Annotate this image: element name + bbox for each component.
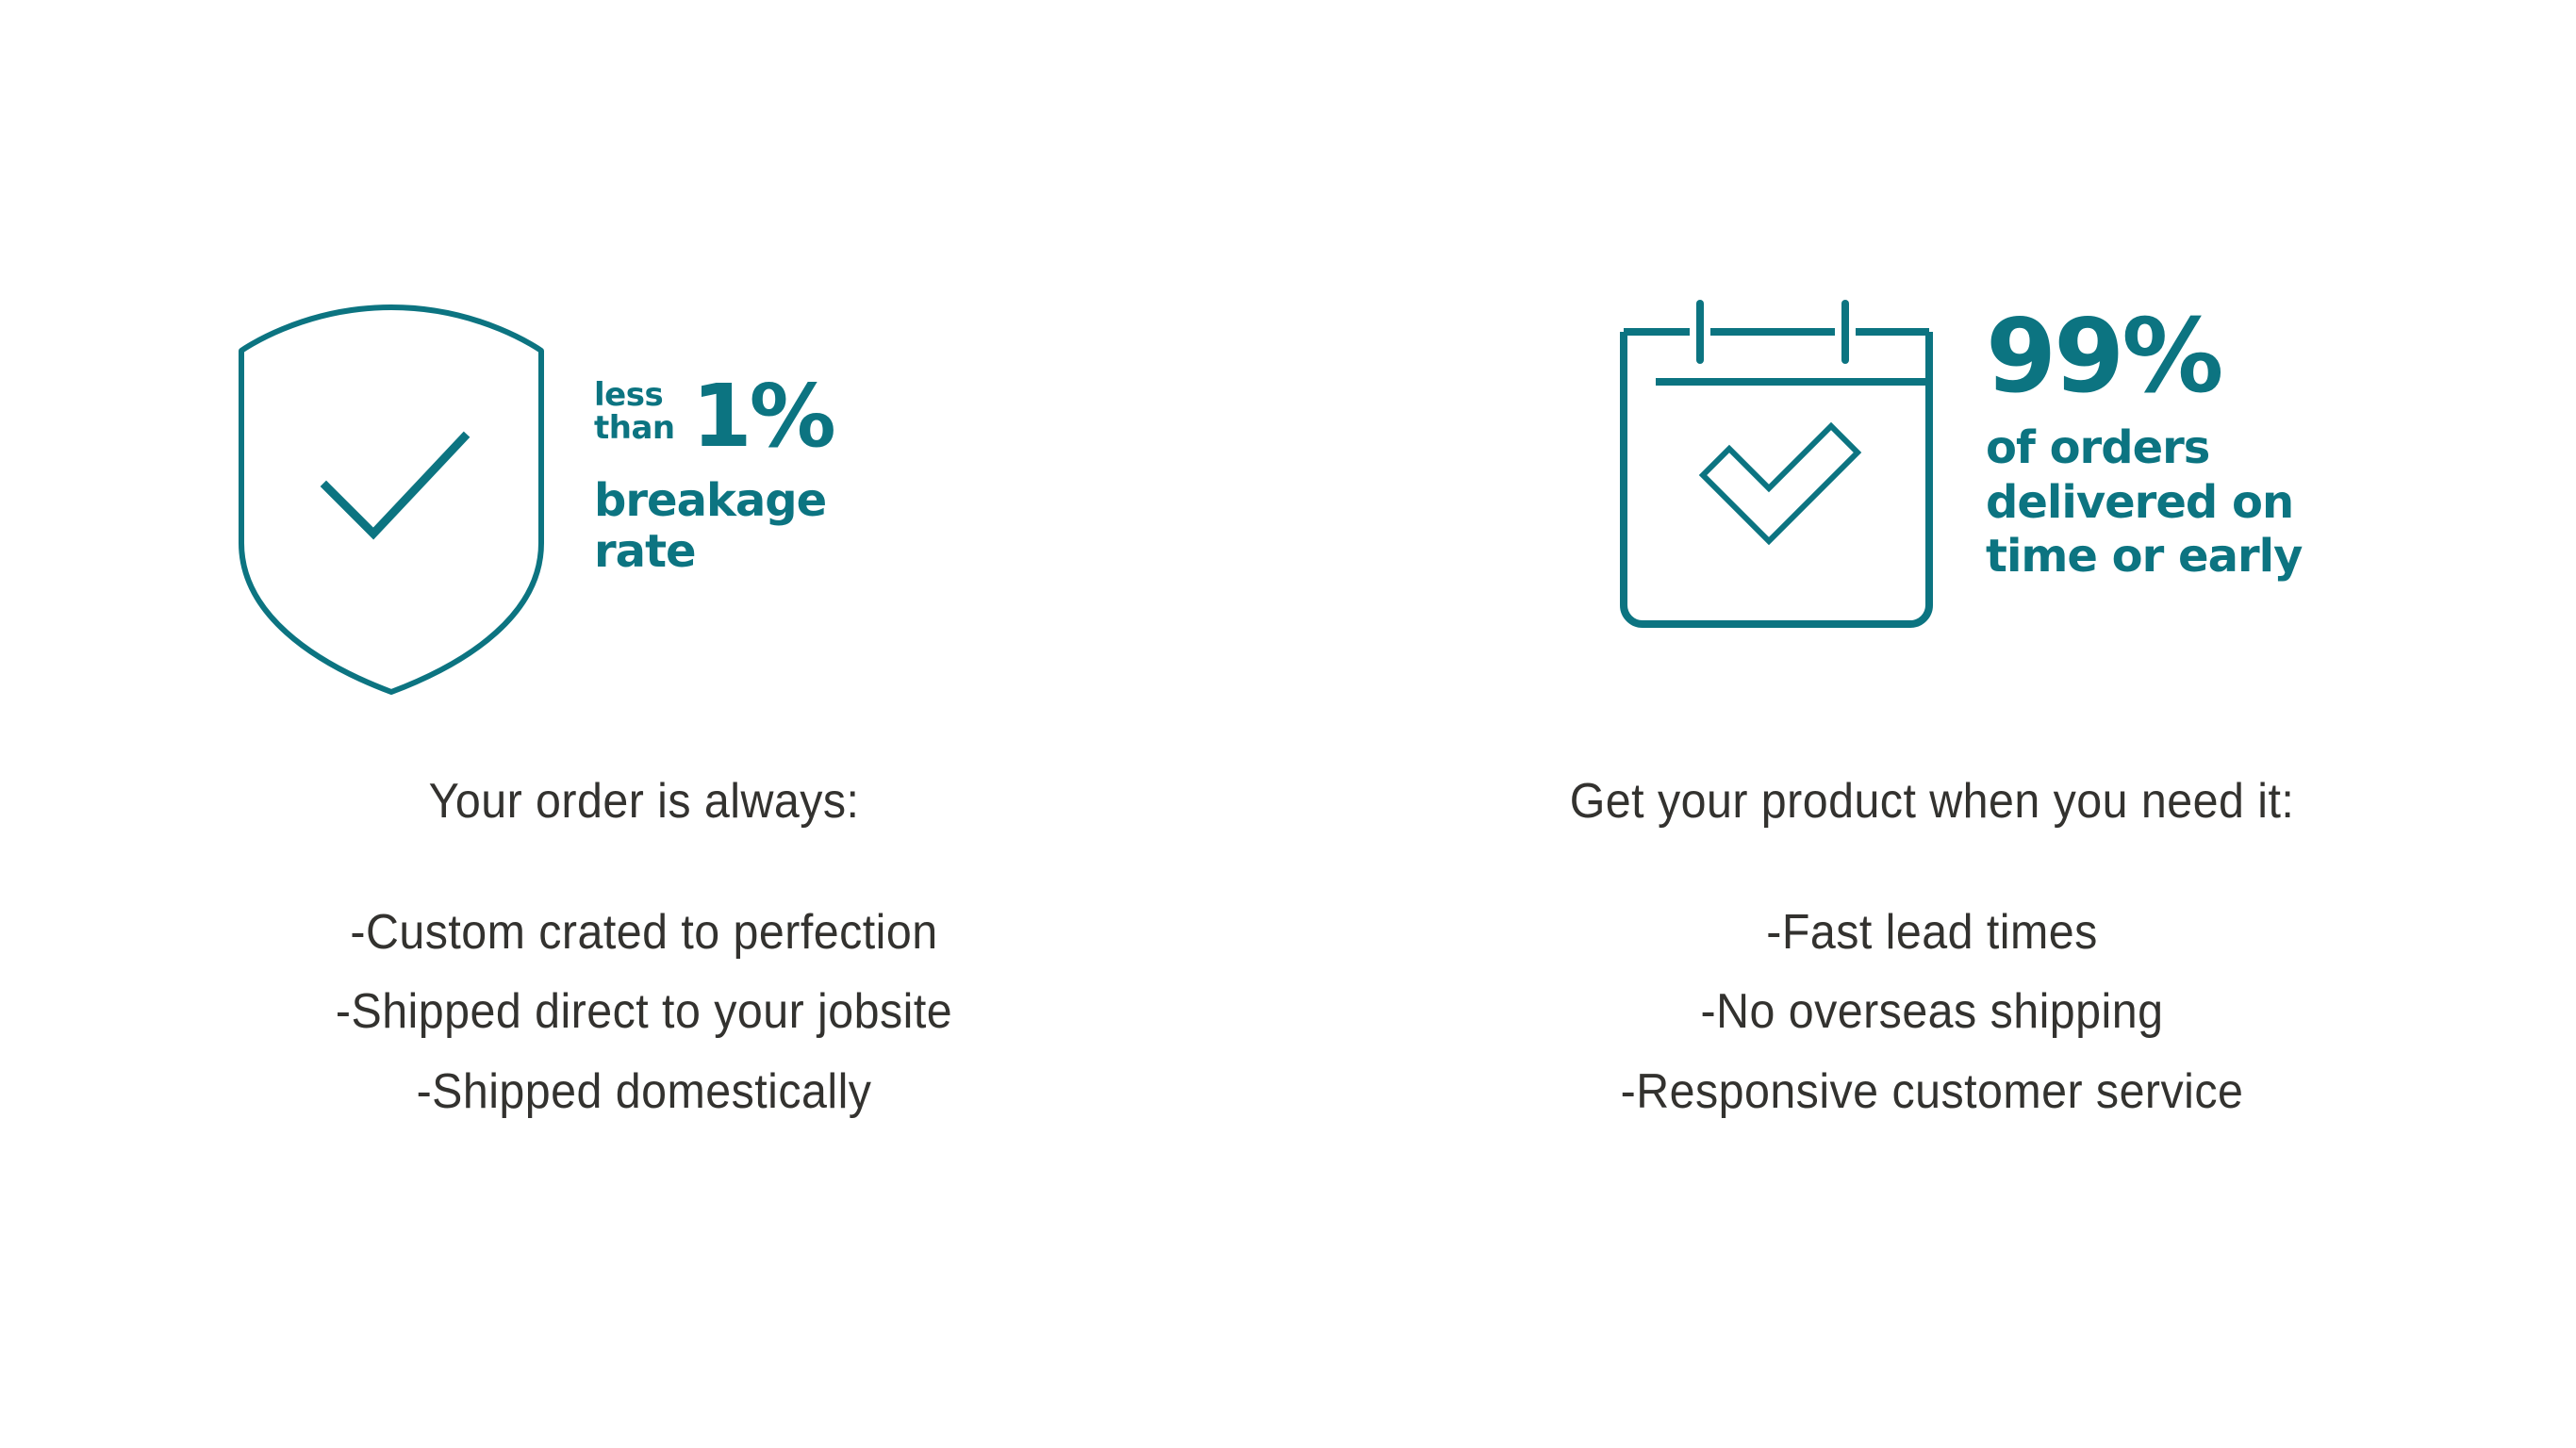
shield-check-icon [236, 302, 547, 698]
stat-block-breakage: less than 1% breakage rate [236, 302, 836, 698]
body-heading: Your order is always: [428, 774, 860, 829]
list-item: -Fast lead times [1766, 905, 2098, 961]
stat-block-delivery: 99% of orders delivered on time or early [1616, 294, 2303, 643]
body-list: -Custom crated to perfection -Shipped di… [0, 893, 1288, 1131]
calendar-check-icon [1616, 294, 1937, 643]
body-copy-delivery: Get your product when you need it: -Fast… [1288, 774, 2576, 1131]
body-copy-breakage: Your order is always: -Custom crated to … [0, 774, 1288, 1131]
body-list: -Fast lead times -No overseas shipping -… [1288, 893, 2576, 1131]
list-item: -Shipped direct to your jobsite [335, 984, 953, 1040]
list-item: -Responsive customer service [1620, 1063, 2244, 1119]
list-item: -Shipped domestically [416, 1063, 872, 1119]
stat-value-row: less than 1% [594, 366, 836, 468]
stat-value: 99% [1986, 298, 2224, 416]
body-heading: Get your product when you need it: [1569, 774, 2295, 829]
list-item: -Custom crated to perfection [350, 905, 938, 961]
stat-text-delivery: 99% of orders delivered on time or early [1986, 298, 2303, 584]
stat-value: 1% [691, 366, 836, 468]
column-breakage: less than 1% breakage rate Your order is… [0, 302, 1288, 1131]
list-item: -No overseas shipping [1700, 984, 2164, 1040]
stat-caption: breakage rate [594, 474, 827, 579]
column-delivery: 99% of orders delivered on time or early… [1288, 0, 2576, 1448]
stat-caption: of orders delivered on time or early [1986, 421, 2303, 584]
stat-qualifier: less than [594, 376, 675, 447]
stat-text-breakage: less than 1% breakage rate [594, 366, 836, 579]
